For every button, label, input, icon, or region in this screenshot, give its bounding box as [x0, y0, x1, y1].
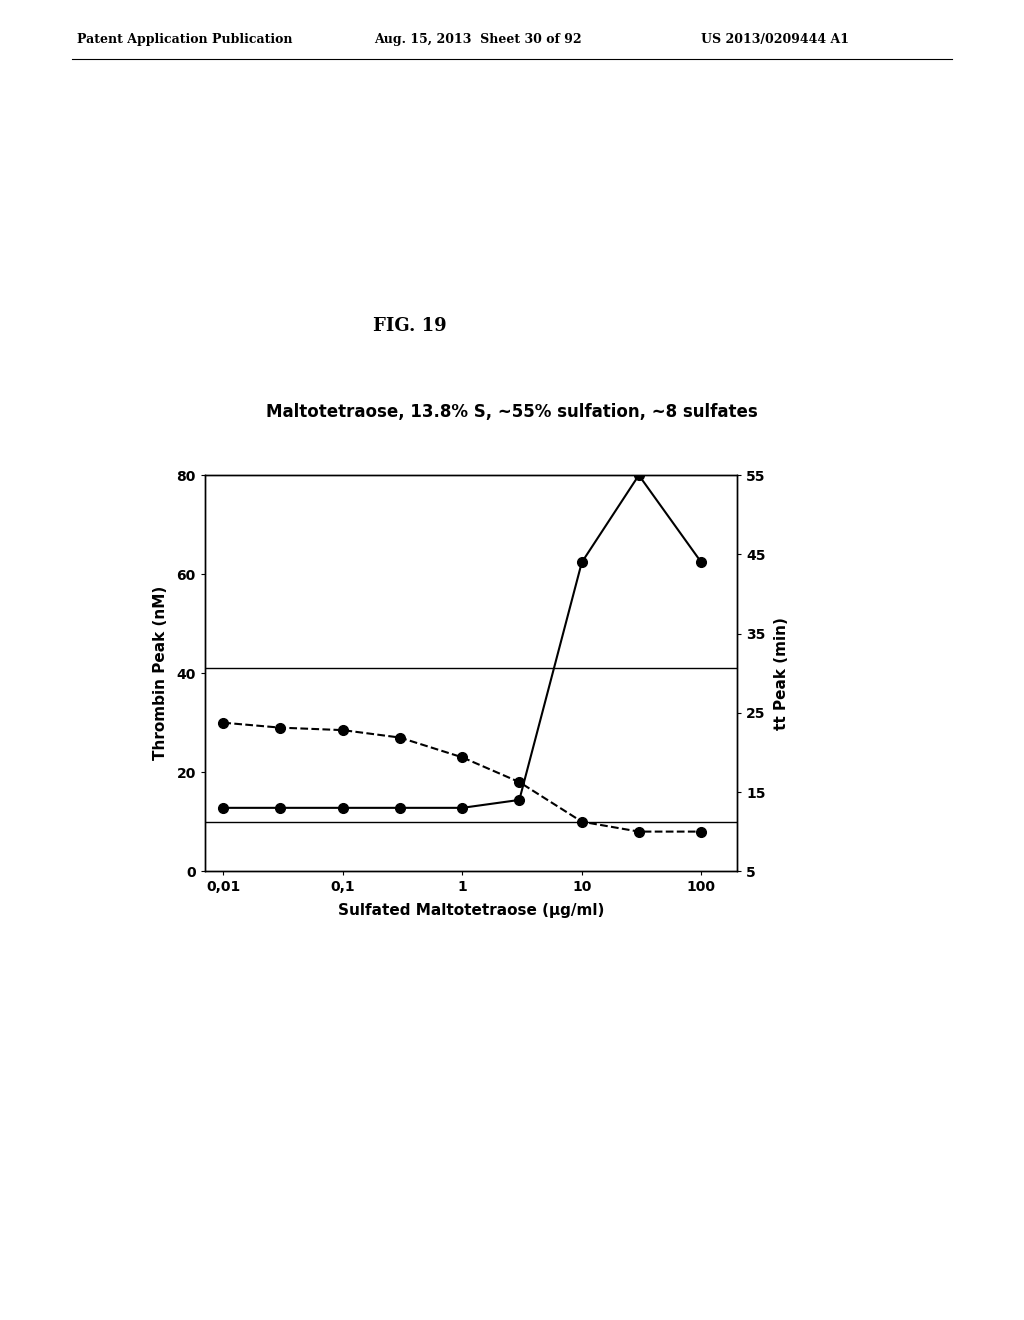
Text: Patent Application Publication: Patent Application Publication — [77, 33, 292, 46]
Text: Maltotetraose, 13.8% S, ~55% sulfation, ~8 sulfates: Maltotetraose, 13.8% S, ~55% sulfation, … — [266, 403, 758, 421]
Text: FIG. 19: FIG. 19 — [373, 317, 446, 335]
Text: Aug. 15, 2013  Sheet 30 of 92: Aug. 15, 2013 Sheet 30 of 92 — [374, 33, 582, 46]
Y-axis label: tt Peak (min): tt Peak (min) — [774, 616, 790, 730]
Text: US 2013/0209444 A1: US 2013/0209444 A1 — [701, 33, 850, 46]
X-axis label: Sulfated Maltotetraose (μg/ml): Sulfated Maltotetraose (μg/ml) — [338, 903, 604, 917]
Y-axis label: Thrombin Peak (nM): Thrombin Peak (nM) — [153, 586, 168, 760]
